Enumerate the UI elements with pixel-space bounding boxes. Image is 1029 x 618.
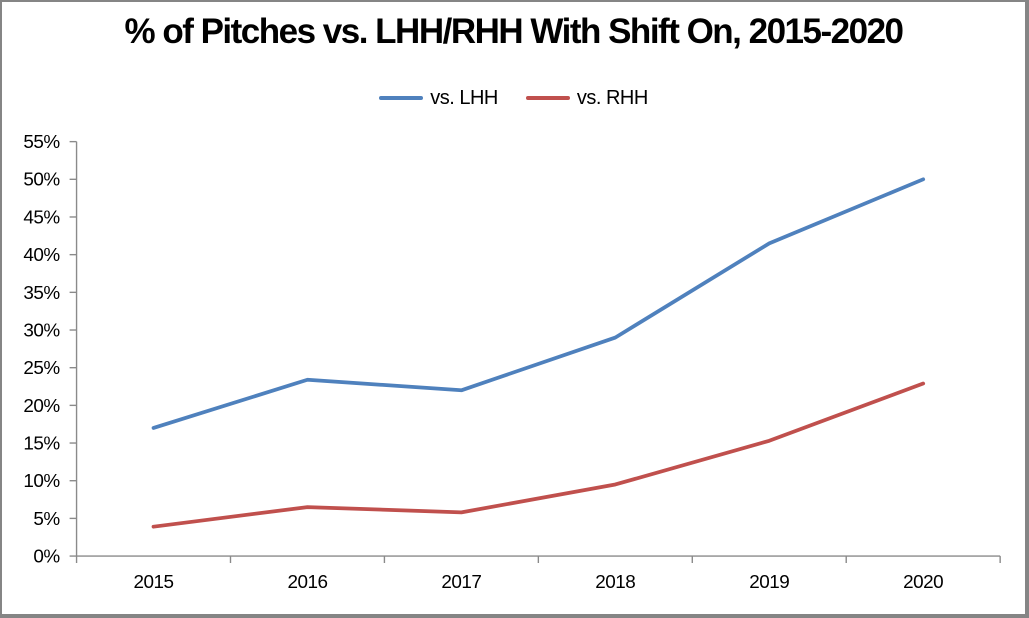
y-axis-tick-label: 30% <box>23 319 60 340</box>
x-axis-tick-label: 2017 <box>441 571 481 592</box>
legend-label-rhh: vs. RHH <box>576 87 648 109</box>
y-axis-tick-label: 35% <box>23 282 60 303</box>
y-axis-tick-label: 55% <box>23 131 60 152</box>
series-line-vs-lhh <box>151 177 926 430</box>
y-axis-tick-label: 15% <box>23 433 60 454</box>
x-axis-tick-label: 2015 <box>134 571 174 592</box>
x-axis-tick-label: 2016 <box>287 571 327 592</box>
y-axis-tick-label: 40% <box>23 244 60 265</box>
chart-title: % of Pitches vs. LHH/RHH With Shift On, … <box>124 12 904 51</box>
y-axis-tick-label: 10% <box>23 470 60 491</box>
rhh-line-swatch-icon <box>525 96 570 100</box>
x-axis-tick-label: 2019 <box>749 571 789 592</box>
legend-item-rhh: vs. RHH <box>525 87 648 109</box>
y-axis-tick-label: 20% <box>23 395 60 416</box>
x-axis-tick-label: 2018 <box>595 571 635 592</box>
legend: vs. LHH vs. RHH <box>2 88 1025 108</box>
lhh-line-swatch-icon <box>379 96 424 100</box>
y-axis-tick-label: 50% <box>23 169 60 190</box>
y-axis-tick-label: 5% <box>33 508 60 529</box>
x-axis-tick-label: 2020 <box>903 571 943 592</box>
y-axis-tick-label: 0% <box>33 546 60 567</box>
legend-label-lhh: vs. LHH <box>430 87 498 109</box>
legend-item-lhh: vs. LHH <box>379 88 498 108</box>
y-axis-tick-label: 25% <box>23 357 60 378</box>
y-axis-tick-label: 45% <box>23 206 60 227</box>
series-line-vs-rhh <box>151 381 926 529</box>
